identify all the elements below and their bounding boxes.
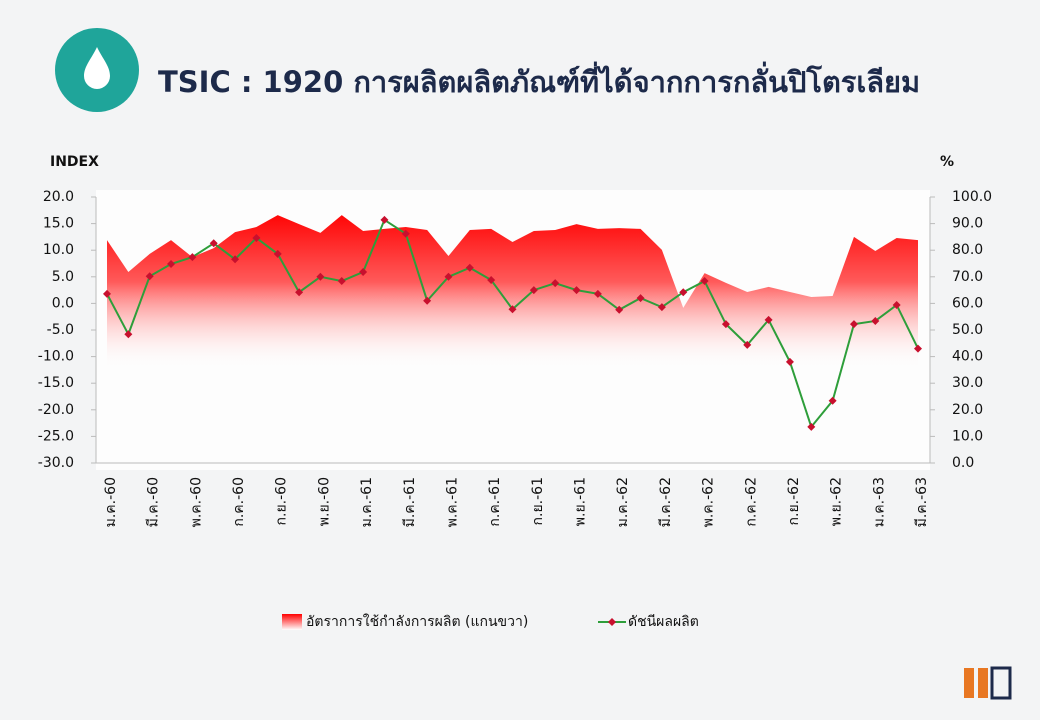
y-axis-label: INDEX xyxy=(50,154,99,170)
x-tick-label: พ.ย.-61 xyxy=(573,477,589,526)
marker xyxy=(572,286,581,295)
drop-icon xyxy=(84,47,110,89)
marker xyxy=(914,344,922,353)
y2-axis-label: % xyxy=(940,154,954,170)
marker xyxy=(785,357,794,366)
marker xyxy=(188,253,197,262)
y2-tick-label: 50.0 xyxy=(952,322,983,338)
chart-title: TSIC : 1920 การผลิตผลิตภัณฑ์ที่ได้จากการ… xyxy=(158,61,920,99)
y-tick-label: -15.0 xyxy=(38,375,74,391)
marker xyxy=(807,422,816,431)
y-tick-label: -30.0 xyxy=(38,455,74,471)
marker xyxy=(593,289,602,298)
legend-label: ดัชนีผลผลิต xyxy=(628,614,699,630)
y-tick-label: 0.0 xyxy=(52,295,74,311)
marker xyxy=(721,320,730,329)
y-tick-label: -5.0 xyxy=(47,322,74,338)
marker xyxy=(679,288,688,297)
x-tick-label: ก.ย.-60 xyxy=(274,477,290,525)
y-tick-label: -20.0 xyxy=(38,402,74,418)
x-tick-label: ม.ค.-63 xyxy=(871,477,887,527)
marker xyxy=(252,233,261,242)
x-tick-label: พ.ค.-62 xyxy=(701,477,717,527)
y-tick-label: 15.0 xyxy=(43,216,74,232)
x-tick-label: ก.ย.-62 xyxy=(786,477,802,525)
marker xyxy=(636,294,645,303)
x-tick-label: ก.ค.-61 xyxy=(487,477,503,527)
marker xyxy=(209,239,218,248)
x-tick-label: มี.ค.-62 xyxy=(658,477,674,527)
x-tick-label: ก.ค.-60 xyxy=(231,477,247,527)
marker xyxy=(764,315,773,324)
x-tick-label: พ.ย.-62 xyxy=(829,477,845,526)
marker xyxy=(103,289,111,298)
marker xyxy=(231,255,240,264)
marker xyxy=(337,277,346,286)
marker xyxy=(615,305,624,314)
x-tick-label: ก.ค.-62 xyxy=(743,477,759,527)
y-tick-label: -25.0 xyxy=(38,428,74,444)
marker xyxy=(167,260,176,269)
marker xyxy=(295,288,304,297)
x-tick-label: ม.ค.-61 xyxy=(359,477,375,527)
marker xyxy=(657,303,666,312)
legend-label: อัตราการใช้กำลังการผลิต (แกนขวา) xyxy=(306,613,528,630)
marker xyxy=(529,286,538,295)
x-tick-label: มี.ค.-60 xyxy=(146,477,162,527)
y2-tick-label: 90.0 xyxy=(952,216,983,232)
marker xyxy=(551,279,560,288)
x-tick-label: พ.ค.-60 xyxy=(188,477,204,527)
marker xyxy=(508,305,517,314)
y2-tick-label: 70.0 xyxy=(952,269,983,285)
marker xyxy=(145,272,154,281)
y2-tick-label: 40.0 xyxy=(952,349,983,365)
marker xyxy=(487,275,496,284)
x-tick-label: มี.ค.-61 xyxy=(402,477,418,527)
marker xyxy=(892,300,901,309)
marker xyxy=(743,340,752,349)
marker xyxy=(273,249,282,258)
marker xyxy=(444,272,453,281)
y2-tick-label: 30.0 xyxy=(952,375,983,391)
legend-marker xyxy=(608,618,616,626)
marker xyxy=(871,316,880,325)
y-tick-label: 5.0 xyxy=(52,269,74,285)
x-tick-label: ก.ย.-61 xyxy=(530,477,546,525)
marker xyxy=(124,330,133,339)
marker xyxy=(849,320,858,329)
x-tick-label: ม.ค.-62 xyxy=(615,477,631,527)
area xyxy=(107,215,918,463)
footer-logo xyxy=(964,666,1012,700)
legend-swatch xyxy=(282,614,302,630)
marker xyxy=(465,263,474,272)
marker xyxy=(828,396,837,405)
x-tick-label: ม.ค.-60 xyxy=(103,477,119,527)
x-tick-label: พ.ค.-61 xyxy=(444,477,460,527)
marker xyxy=(316,272,325,281)
marker xyxy=(401,229,410,238)
y2-tick-label: 80.0 xyxy=(952,242,983,258)
x-tick-label: มี.ค.-63 xyxy=(914,477,930,527)
x-tick-label: พ.ย.-60 xyxy=(316,477,332,526)
y2-tick-label: 20.0 xyxy=(952,402,983,418)
marker xyxy=(380,215,389,224)
y-tick-label: -10.0 xyxy=(38,349,74,365)
y2-tick-label: 10.0 xyxy=(952,428,983,444)
y-tick-label: 20.0 xyxy=(43,189,74,205)
y2-tick-label: 0.0 xyxy=(952,455,974,471)
y-tick-label: 10.0 xyxy=(43,242,74,258)
y2-tick-label: 60.0 xyxy=(952,295,983,311)
y2-tick-label: 100.0 xyxy=(952,189,992,205)
marker xyxy=(700,277,709,286)
marker xyxy=(359,268,368,277)
marker xyxy=(423,296,432,305)
